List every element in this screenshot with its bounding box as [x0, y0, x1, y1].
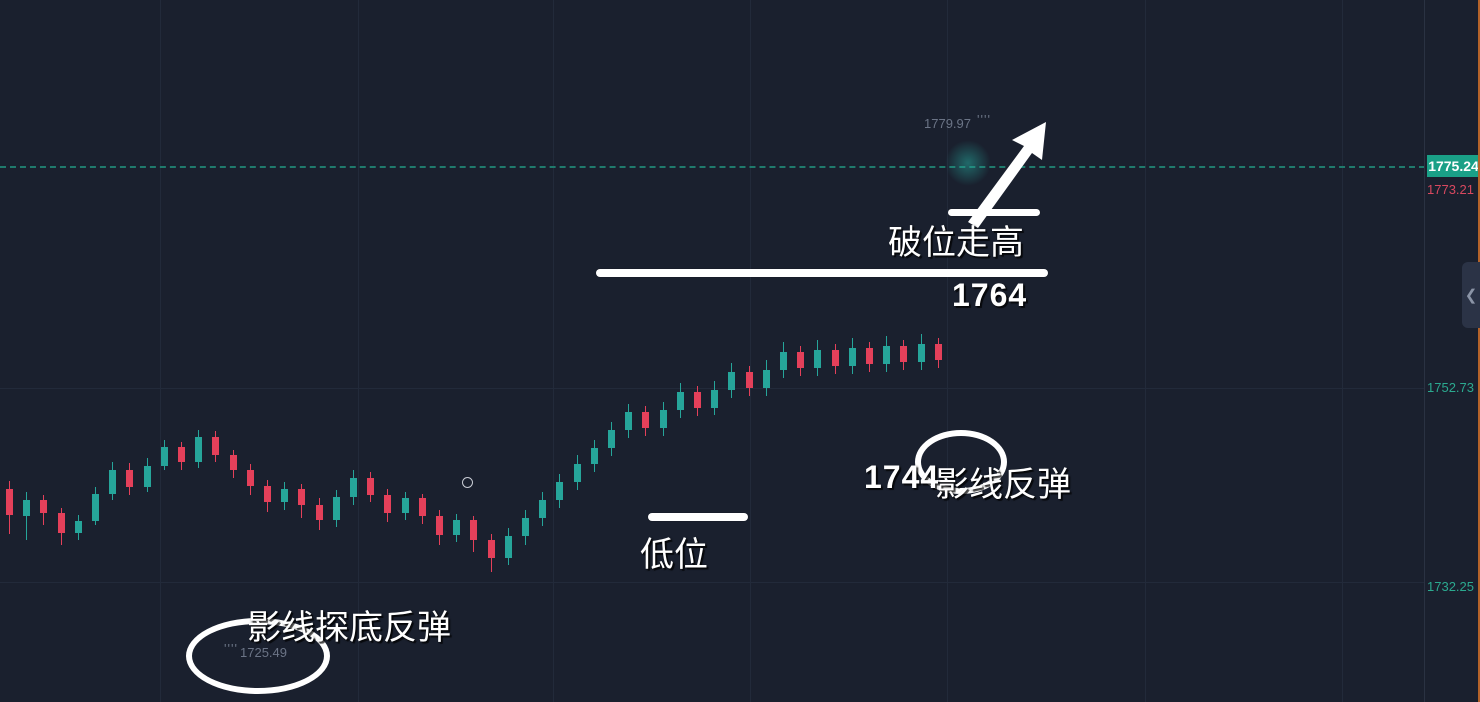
candlestick — [23, 492, 31, 540]
grid-line-vertical — [947, 0, 948, 702]
current-price-badge[interactable]: 1775.24 — [1427, 155, 1480, 177]
candlestick — [195, 430, 203, 468]
candlestick — [797, 346, 805, 376]
candlestick — [676, 383, 684, 418]
candlestick — [350, 470, 357, 505]
breakout-label: 破位走高 — [888, 223, 1024, 263]
candlestick — [539, 492, 547, 526]
panel-collapse-handle[interactable]: ❮ — [1462, 262, 1480, 328]
candlestick — [401, 492, 409, 520]
candlestick — [900, 340, 908, 370]
last-price-glow — [945, 140, 991, 186]
candlestick — [934, 338, 942, 368]
grid-line-horizontal — [0, 388, 1425, 389]
candlestick — [504, 528, 512, 565]
chart-plot-area[interactable] — [0, 0, 1425, 702]
support-trendline[interactable] — [648, 513, 748, 521]
candlestick — [470, 516, 478, 552]
candlestick — [436, 510, 443, 545]
candlestick — [625, 404, 633, 438]
candlestick — [40, 495, 48, 525]
candlestick — [711, 381, 719, 415]
candlestick — [522, 510, 529, 545]
candlestick — [573, 455, 581, 490]
resistance-trendline[interactable] — [596, 269, 1048, 277]
candlestick — [814, 340, 822, 376]
candlestick — [384, 489, 392, 522]
candlestick — [246, 464, 254, 495]
candlestick — [281, 482, 289, 510]
candlestick — [745, 366, 753, 396]
grid-line-horizontal — [0, 582, 1425, 583]
shadow-rebound-label: 影线反弹 — [935, 465, 1071, 505]
axis-tick-1732: 1732.25 — [1427, 579, 1474, 594]
candlestick — [556, 474, 564, 508]
high-price-marker: 1779.97 — [924, 116, 971, 131]
resistance-level-label: 1764 — [952, 277, 1028, 313]
candlestick — [6, 481, 13, 534]
candlestick — [109, 462, 117, 500]
grid-line-vertical — [160, 0, 161, 702]
current-price-dashed-line — [0, 166, 1425, 168]
ellipse-lower[interactable] — [186, 618, 330, 694]
candlestick — [143, 458, 151, 492]
candlestick — [866, 342, 873, 372]
axis-tick-1773: 1773.21 — [1427, 182, 1474, 197]
axis-tick-1752: 1752.73 — [1427, 380, 1474, 395]
candlestick — [92, 487, 99, 525]
candlestick — [367, 472, 375, 502]
bottom-rebound-label: 影线探底反弹 — [247, 608, 451, 648]
candlestick — [160, 440, 168, 470]
grid-line-vertical — [1342, 0, 1343, 702]
grid-line-vertical — [358, 0, 359, 702]
grid-line-vertical — [1145, 0, 1146, 702]
candlestick — [264, 480, 271, 512]
candlestick — [298, 484, 306, 518]
candlestick — [315, 498, 323, 530]
candlestick — [694, 386, 701, 416]
candlestick — [453, 514, 461, 542]
ellipse-upper[interactable] — [915, 430, 1007, 494]
candlestick — [659, 402, 667, 436]
candlestick — [212, 431, 220, 462]
pivot-1744-label: 1744 — [864, 459, 940, 495]
candlestick — [178, 442, 185, 470]
candlestick — [831, 344, 839, 374]
candlestick — [590, 440, 598, 472]
candlestick — [57, 508, 65, 545]
candlestick — [332, 490, 340, 527]
candlestick — [126, 463, 134, 495]
breakout-trendline[interactable] — [948, 209, 1040, 216]
candlestick — [780, 342, 787, 378]
up-arrow[interactable] — [950, 110, 1060, 230]
grid-line-vertical — [750, 0, 751, 702]
grid-line-vertical — [553, 0, 554, 702]
crosshair-cursor — [462, 477, 473, 488]
candlestick — [728, 363, 736, 398]
price-axis[interactable]: 1775.24 1773.21 1752.73 1732.25 — [1424, 0, 1480, 702]
high-marker-leader: '''' — [977, 112, 991, 127]
candlestick — [642, 406, 650, 436]
candlestick — [487, 534, 495, 572]
candlestick — [608, 422, 615, 456]
candlestick — [74, 515, 82, 540]
low-zone-label: 低位 — [640, 535, 708, 575]
candlestick — [762, 360, 770, 396]
candlestick — [917, 334, 925, 370]
candlestick — [848, 338, 856, 374]
candlestick — [418, 494, 426, 524]
chevron-left-icon: ❮ — [1464, 287, 1478, 304]
candlestick — [229, 450, 237, 478]
candlestick — [883, 336, 891, 372]
